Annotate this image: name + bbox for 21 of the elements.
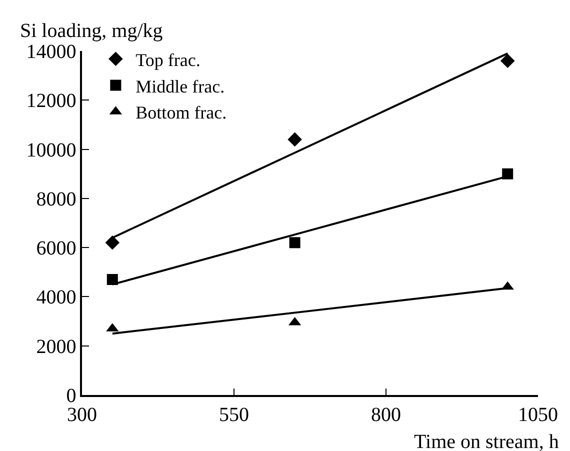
legend-label: Top frac. — [136, 50, 200, 70]
point — [289, 237, 300, 248]
legend-label: Middle frac. — [136, 76, 225, 96]
point — [106, 274, 118, 286]
x-tick-label: 800 — [371, 404, 401, 426]
x-tick-label: 550 — [219, 404, 249, 426]
y-tick-label: 14000 — [26, 41, 76, 63]
y-tick-label: 8000 — [36, 188, 76, 210]
y-tick-label: 2000 — [36, 336, 76, 358]
point — [500, 54, 515, 68]
y-tick-label: 10000 — [26, 139, 76, 162]
point — [502, 168, 514, 180]
y-axis-title: Si loading, mg/kg — [20, 20, 163, 42]
point — [105, 236, 120, 250]
y-tick-label: 4000 — [36, 286, 76, 309]
point — [288, 132, 302, 147]
y-tick-label: 12000 — [26, 90, 76, 112]
y-tick-label: 6000 — [36, 238, 76, 260]
x-axis-title: Time on stream, h — [414, 431, 559, 451]
x-tick-label: 1050 — [518, 404, 558, 426]
legend-label: Bottom frac. — [136, 102, 227, 123]
